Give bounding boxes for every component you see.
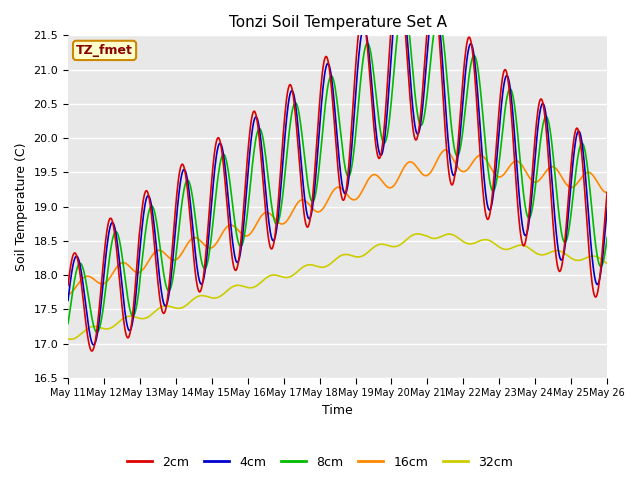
Title: Tonzi Soil Temperature Set A: Tonzi Soil Temperature Set A: [228, 15, 447, 30]
Text: TZ_fmet: TZ_fmet: [76, 44, 133, 57]
X-axis label: Time: Time: [322, 404, 353, 417]
Legend: 2cm, 4cm, 8cm, 16cm, 32cm: 2cm, 4cm, 8cm, 16cm, 32cm: [122, 451, 518, 474]
Y-axis label: Soil Temperature (C): Soil Temperature (C): [15, 143, 28, 271]
